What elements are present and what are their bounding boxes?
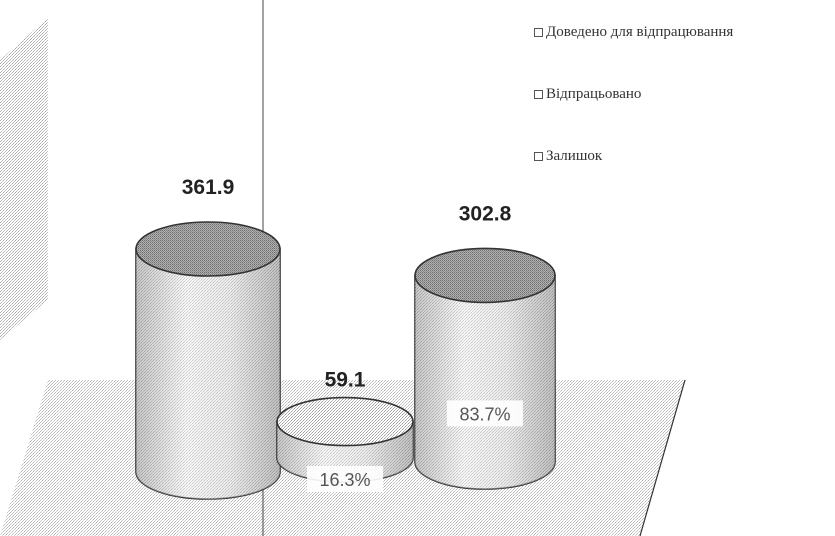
data-label-value: 302.8 [459,202,512,225]
chart-back-wall [0,18,48,340]
legend-swatch [534,27,543,37]
legend-swatch [534,151,543,161]
floor-edge [639,379,686,536]
chart-legend: Доведено для відпрацювання Відпрацьовано… [534,22,733,208]
data-label-percent: 16.3% [319,470,370,490]
data-label-percent-bg [307,466,383,492]
data-label-value: 361.9 [182,176,235,199]
data-label-value: 59.1 [325,369,366,392]
legend-item-assigned: Доведено для відпрацювання [534,22,733,42]
legend-item-remainder: Залишок [534,146,733,166]
legend-label: Залишок [546,147,603,164]
bar-cylinder [135,221,281,500]
bar-cylinder [414,247,556,490]
bar-top [276,396,414,447]
bar-top [414,247,556,304]
data-label-percent: 83.7% [459,404,510,424]
data-label-percent-bg [447,400,523,427]
legend-label: Відпрацьовано [546,85,642,102]
legend-item-worked-out: Відпрацьовано [534,84,733,104]
legend-label: Доведено для відпрацювання [546,23,734,40]
legend-swatch [534,89,543,99]
bar-texture [136,249,280,499]
bar-top [135,221,281,277]
bar-texture [415,275,555,489]
